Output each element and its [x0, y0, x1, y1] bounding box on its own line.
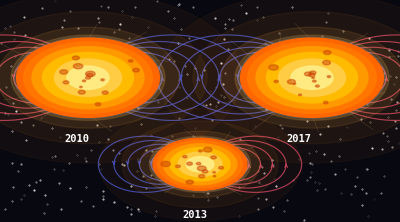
Circle shape: [54, 59, 122, 96]
Circle shape: [186, 180, 194, 184]
Circle shape: [199, 174, 205, 178]
Circle shape: [241, 38, 383, 117]
Circle shape: [73, 64, 83, 69]
Circle shape: [327, 76, 330, 77]
Circle shape: [298, 94, 302, 96]
Circle shape: [170, 148, 230, 181]
Circle shape: [128, 60, 133, 62]
Circle shape: [140, 131, 260, 198]
Circle shape: [323, 60, 330, 65]
Circle shape: [235, 35, 389, 121]
Circle shape: [293, 83, 296, 85]
Circle shape: [196, 163, 201, 165]
Circle shape: [102, 91, 108, 94]
Circle shape: [291, 66, 333, 89]
Circle shape: [288, 79, 296, 84]
Circle shape: [178, 152, 222, 176]
Circle shape: [198, 150, 202, 152]
Circle shape: [152, 137, 248, 191]
Circle shape: [304, 72, 312, 76]
Circle shape: [278, 59, 346, 96]
Circle shape: [183, 156, 187, 158]
Circle shape: [312, 77, 314, 79]
Circle shape: [161, 161, 170, 166]
Circle shape: [211, 156, 216, 159]
Circle shape: [324, 50, 331, 55]
Circle shape: [11, 35, 165, 121]
Circle shape: [163, 144, 237, 185]
Circle shape: [269, 65, 278, 70]
Circle shape: [63, 81, 69, 84]
Circle shape: [149, 136, 250, 192]
Circle shape: [266, 52, 358, 103]
Circle shape: [221, 27, 400, 128]
Circle shape: [324, 101, 328, 104]
Circle shape: [176, 165, 180, 168]
Circle shape: [186, 157, 214, 172]
Circle shape: [274, 80, 278, 83]
Circle shape: [133, 68, 139, 72]
Circle shape: [316, 85, 319, 87]
Circle shape: [153, 138, 247, 190]
Circle shape: [72, 56, 79, 60]
Circle shape: [14, 37, 162, 119]
Circle shape: [256, 47, 368, 109]
Circle shape: [312, 80, 316, 82]
Circle shape: [238, 37, 386, 119]
Circle shape: [101, 79, 104, 81]
Circle shape: [78, 90, 85, 94]
Circle shape: [202, 170, 208, 173]
Circle shape: [95, 103, 101, 106]
Circle shape: [197, 166, 206, 171]
Circle shape: [24, 42, 152, 113]
Text: 2017: 2017: [286, 134, 311, 144]
Circle shape: [122, 121, 278, 208]
Circle shape: [0, 12, 207, 144]
Circle shape: [32, 47, 144, 109]
Circle shape: [67, 66, 109, 89]
Circle shape: [17, 38, 159, 117]
Circle shape: [213, 172, 215, 173]
Circle shape: [310, 71, 316, 74]
Circle shape: [187, 162, 192, 165]
Text: 2010: 2010: [64, 134, 89, 144]
Circle shape: [86, 76, 90, 79]
Circle shape: [80, 86, 82, 88]
Circle shape: [213, 175, 216, 177]
Circle shape: [193, 12, 400, 144]
Circle shape: [219, 166, 224, 169]
Circle shape: [82, 80, 86, 82]
Circle shape: [248, 42, 376, 113]
Text: 2013: 2013: [182, 210, 207, 220]
Circle shape: [0, 27, 179, 128]
Circle shape: [60, 70, 68, 74]
Circle shape: [86, 71, 95, 77]
Circle shape: [87, 73, 93, 77]
Circle shape: [308, 73, 315, 77]
Circle shape: [203, 147, 212, 152]
Circle shape: [42, 52, 134, 103]
Circle shape: [158, 141, 242, 188]
